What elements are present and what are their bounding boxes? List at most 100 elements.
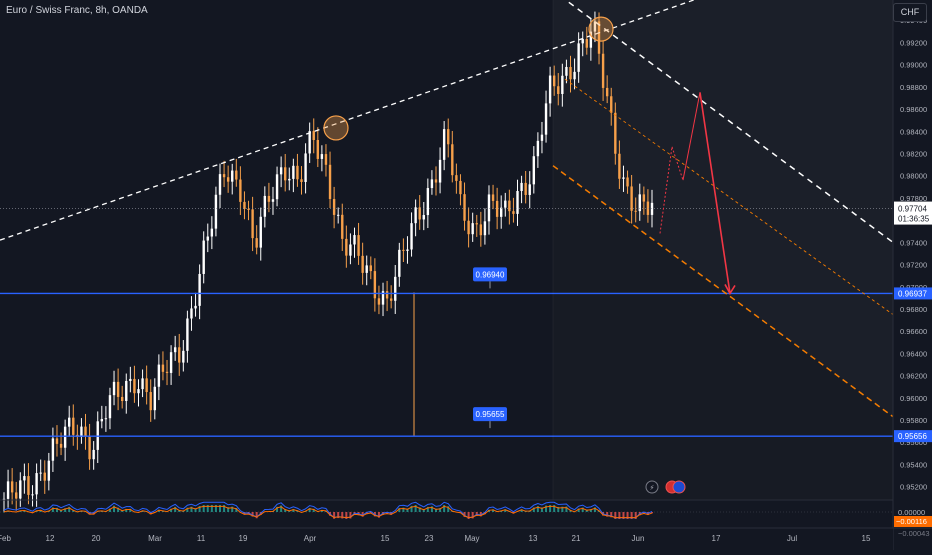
time-axis-tick: 23 [425, 534, 434, 543]
candle-body [313, 131, 315, 140]
candle-body [402, 250, 404, 251]
candle-body [15, 492, 17, 498]
candle-body [276, 174, 278, 199]
candle-body [174, 347, 176, 352]
time-axis-tick: Mar [148, 534, 162, 543]
candle-body [84, 427, 86, 437]
price-axis-tick: 0.98400 [900, 127, 927, 136]
price-axis-tick: 0.99000 [900, 61, 927, 70]
time-axis-tick: 13 [529, 534, 538, 543]
candle-body [610, 96, 612, 113]
candle-body [435, 179, 437, 182]
candle-body [198, 274, 200, 306]
candle-body [23, 476, 25, 480]
price-axis-tick: 0.98600 [900, 105, 927, 114]
currency-selector[interactable]: CHF [893, 3, 927, 22]
swing-high-circle[interactable] [324, 116, 348, 140]
candle-body [390, 298, 392, 300]
time-axis-tick: 20 [92, 534, 101, 543]
candle-body [109, 395, 111, 418]
candle-body [357, 235, 359, 256]
candle-body [529, 184, 531, 195]
price-axis-tick: 0.96200 [900, 372, 927, 381]
candle-body [582, 39, 584, 43]
candle-body [512, 211, 514, 214]
candle-body [431, 179, 433, 188]
candle-body [410, 223, 412, 249]
candle-body [145, 378, 147, 392]
event-icon-flag-b[interactable] [673, 481, 685, 493]
candle-body [150, 392, 152, 410]
candle-body [366, 265, 368, 272]
candle-body [573, 72, 575, 79]
price-axis-tick: 0.98800 [900, 83, 927, 92]
candle-body [19, 480, 21, 498]
candle-body [606, 88, 608, 96]
candle-body [333, 199, 335, 215]
candle-body [345, 239, 347, 256]
candle-body [182, 351, 184, 363]
candle-body [35, 473, 37, 494]
price-axis-tick: 0.96000 [900, 394, 927, 403]
time-axis-tick: 19 [239, 534, 248, 543]
candle-body [101, 419, 103, 421]
candle-body [141, 378, 143, 389]
time-axis-tick: 17 [712, 534, 721, 543]
candle-body [459, 181, 461, 194]
candle-body [194, 306, 196, 309]
swing-high-circle[interactable] [589, 17, 613, 41]
price-axis-tick: 0.96800 [900, 305, 927, 314]
candle-body [284, 167, 286, 180]
candle-body [630, 186, 632, 210]
candle-body [178, 347, 180, 362]
candle-body [471, 223, 473, 234]
macd-zero-label: 0.00000 [898, 508, 925, 517]
candle-body [488, 194, 490, 221]
candle-body [39, 473, 41, 474]
candle-body [215, 195, 217, 229]
candle-body [223, 174, 225, 177]
candle-body [577, 43, 579, 71]
support-upper-badge[interactable]: 0.96937 [894, 287, 932, 299]
candle-body [537, 141, 539, 156]
candle-body [370, 265, 372, 271]
support-lower-badge[interactable]: 0.95656 [894, 430, 932, 442]
candle-body [137, 389, 139, 393]
candle-body [321, 154, 323, 159]
current-price-text: 0.97704 [898, 205, 927, 214]
price-axis-tick: 0.95200 [900, 483, 927, 492]
candle-body [374, 271, 376, 298]
candle-body [227, 177, 229, 181]
candle-body [549, 76, 551, 104]
candle-body [272, 199, 274, 202]
candle-body [260, 217, 262, 248]
candle-body [504, 201, 506, 208]
candle-body [186, 318, 188, 350]
candle-body [11, 481, 13, 492]
candle-body [496, 201, 498, 217]
candle-body [280, 167, 282, 174]
time-axis-tick: 21 [572, 534, 581, 543]
countdown-text: 01:36:35 [898, 215, 930, 224]
support-badge-text: 0.96937 [898, 289, 927, 298]
candle-body [524, 183, 526, 195]
candle-body [170, 352, 172, 373]
candle-body [264, 196, 266, 217]
time-axis-tick: Jun [632, 534, 645, 543]
candle-body [231, 171, 233, 182]
candle-body [406, 249, 408, 250]
price-axis-tick: 0.98200 [900, 149, 927, 158]
candle-body [117, 382, 119, 397]
time-axis-tick: Apr [304, 534, 317, 543]
time-axis-tick: Jul [787, 534, 797, 543]
time-axis[interactable] [0, 528, 893, 550]
candle-body [614, 113, 616, 154]
candle-body [288, 179, 290, 180]
candle-body [158, 365, 160, 387]
price-axis-tick: 0.96600 [900, 327, 927, 336]
candle-body [561, 76, 563, 94]
candle-body [520, 183, 522, 191]
